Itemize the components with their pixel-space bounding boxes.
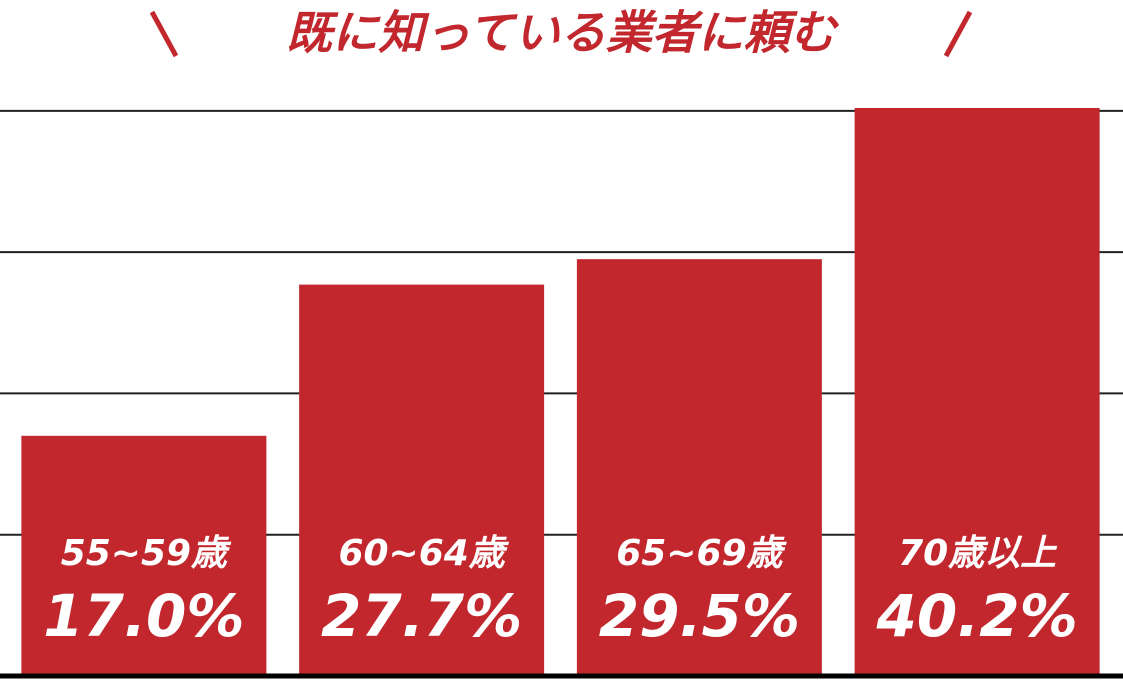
category-label: 70歳以上: [898, 533, 1058, 574]
bar: [576, 259, 822, 676]
title-decoration: [149, 10, 179, 58]
value-label: 17.0%: [43, 582, 244, 650]
bar: [299, 284, 545, 676]
category-label: 60~64歳: [338, 533, 509, 574]
category-label: 55~59歳: [61, 533, 232, 574]
value-label: 29.5%: [599, 582, 800, 650]
chart-title: 既に知っている業者に頼む: [286, 6, 840, 60]
value-label: 40.2%: [876, 582, 1078, 650]
title-decoration: [943, 10, 973, 58]
value-label: 27.7%: [321, 582, 522, 650]
category-label: 65~69歳: [616, 533, 787, 574]
bar: [854, 108, 1100, 676]
bar: [21, 435, 267, 676]
